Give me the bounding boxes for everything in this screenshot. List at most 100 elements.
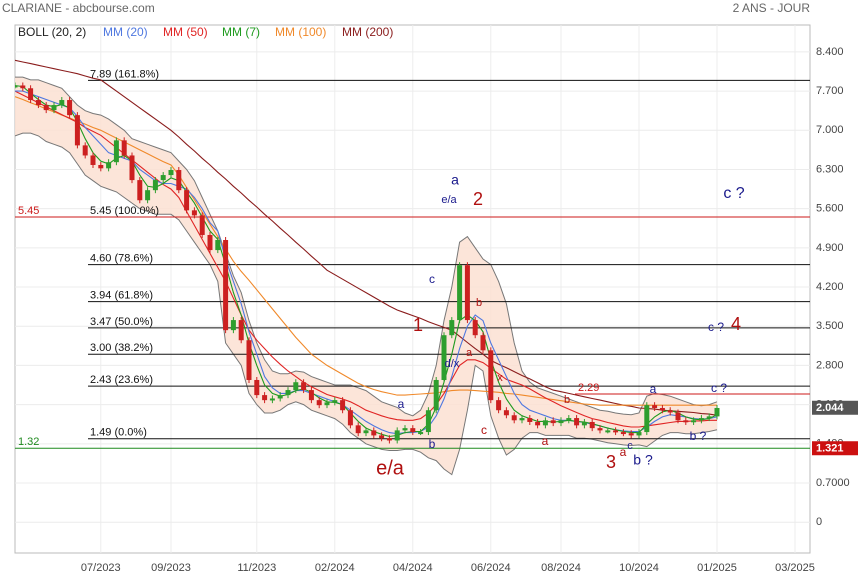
- candle: [238, 320, 244, 341]
- candle: [410, 428, 416, 433]
- wave-label: c ?: [723, 185, 744, 202]
- candle: [620, 432, 626, 435]
- candle: [394, 430, 400, 441]
- candle: [90, 155, 96, 165]
- candle: [347, 410, 353, 426]
- candle: [386, 438, 392, 441]
- reference-label: 2.29: [578, 382, 599, 394]
- candle: [308, 390, 314, 401]
- wave-label: x: [497, 372, 503, 384]
- legend-entry: MM (100): [275, 25, 326, 39]
- wave-label: b: [429, 437, 436, 451]
- candle: [223, 240, 229, 331]
- x-tick-label: 01/2025: [697, 562, 737, 574]
- candle: [137, 180, 143, 201]
- candle: [714, 407, 720, 417]
- wave-label: c: [429, 272, 435, 286]
- candle: [43, 105, 49, 111]
- wave-label: c: [481, 423, 487, 437]
- y-tick-label: 3.500: [816, 320, 844, 332]
- candle: [15, 85, 18, 88]
- candle: [698, 418, 704, 421]
- candle: [402, 428, 408, 431]
- candle: [566, 418, 572, 421]
- y-tick-label: 5.600: [816, 203, 844, 215]
- plot-layer: [15, 25, 810, 553]
- x-tick-label: 09/2023: [151, 562, 191, 574]
- legend-entry: MM (20): [103, 25, 148, 39]
- fib-label: 3.47 (50.0%): [90, 316, 153, 328]
- candle: [683, 420, 689, 423]
- candle: [160, 175, 166, 181]
- candle: [550, 420, 556, 424]
- candle: [191, 210, 197, 216]
- candle: [628, 433, 634, 436]
- candle: [691, 420, 697, 423]
- candle: [82, 145, 88, 156]
- candle: [340, 400, 346, 411]
- legend-entry: MM (200): [342, 25, 393, 39]
- moving-average: [15, 59, 718, 416]
- candle: [605, 430, 611, 433]
- period: 2 ANS - JOUR: [733, 1, 811, 15]
- candle: [597, 428, 603, 431]
- wave-label: e/a: [441, 194, 457, 206]
- wave-label: a: [466, 347, 473, 359]
- candle: [207, 234, 213, 251]
- candle: [121, 140, 127, 156]
- candle: [644, 405, 650, 433]
- wave-label: b ?: [690, 429, 707, 443]
- wave-label: 3: [606, 452, 616, 472]
- candle: [574, 418, 580, 426]
- candle: [113, 140, 119, 163]
- legend-entry: MM (50): [163, 25, 208, 39]
- candle: [636, 432, 642, 436]
- wave-label: b: [564, 394, 570, 406]
- x-tick-label: 08/2024: [541, 562, 581, 574]
- x-tick-label: 10/2024: [619, 562, 659, 574]
- band-fill: [15, 77, 717, 475]
- candle: [324, 402, 330, 406]
- wave-label: a: [620, 445, 627, 459]
- wave-label: a: [542, 434, 549, 448]
- candle: [488, 350, 494, 401]
- candle: [254, 379, 260, 396]
- candle: [433, 379, 439, 411]
- y-tick-label: 4.200: [816, 281, 844, 293]
- source: CLARIANE - abcbourse.com: [2, 1, 155, 15]
- wave-label: 4: [731, 314, 741, 334]
- fib-label: 1.49 (0.0%): [90, 427, 147, 439]
- fib-label: 2.43 (23.6%): [90, 374, 153, 386]
- wave-label: a: [451, 172, 459, 188]
- wave-label: b: [476, 297, 482, 309]
- candle: [706, 416, 712, 419]
- fib-label: 7.89 (161.8%): [90, 68, 159, 80]
- candle: [316, 400, 322, 406]
- candle: [176, 170, 182, 191]
- candle: [215, 240, 221, 251]
- candle: [472, 320, 478, 336]
- candle: [98, 164, 104, 169]
- candle: [581, 421, 587, 426]
- price-tag: [812, 400, 858, 415]
- candle: [652, 405, 658, 408]
- candle: [480, 335, 486, 351]
- candle: [613, 430, 619, 433]
- y-tick-label: 0.7000: [816, 477, 850, 489]
- wave-label: c ?: [708, 320, 724, 334]
- candle: [457, 265, 463, 321]
- candle: [667, 410, 673, 413]
- reference-label: 1.32: [18, 436, 39, 448]
- candle: [67, 100, 73, 116]
- candle: [542, 420, 548, 426]
- candle: [74, 115, 80, 146]
- candle: [51, 105, 57, 111]
- candle: [293, 382, 299, 391]
- x-tick-label: 03/2025: [775, 562, 815, 574]
- candle: [168, 170, 174, 176]
- wave-label: e/a: [376, 457, 405, 479]
- bollinger-upper: [15, 76, 718, 417]
- wave-label: c: [627, 440, 633, 452]
- candle: [675, 412, 681, 421]
